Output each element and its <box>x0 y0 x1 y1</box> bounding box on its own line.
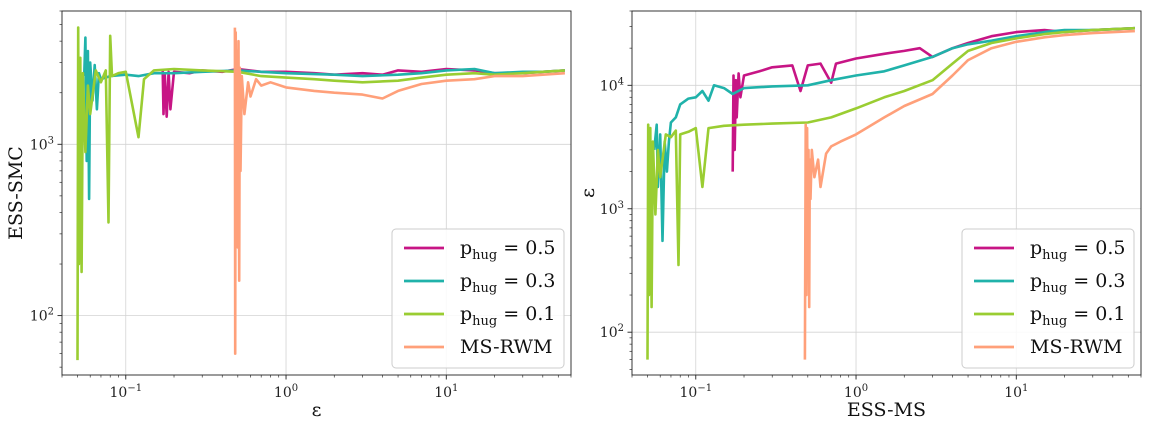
legend-box <box>391 228 565 369</box>
y-tick-label: 103 <box>600 200 624 218</box>
x-tick-label: 101 <box>434 383 458 401</box>
series-line-4 <box>233 27 565 355</box>
y-axis-label: ε <box>577 188 599 198</box>
axes-frame <box>61 10 572 376</box>
legend-entry-4: MS-RWM <box>1030 336 1122 358</box>
legend-entry-2: phug = 0.3 <box>1030 270 1125 296</box>
axes-frame <box>631 10 1142 376</box>
y-tick-label: 102 <box>30 307 54 325</box>
y-tick-label: 104 <box>600 76 624 94</box>
y-tick-label: 102 <box>600 323 624 341</box>
legend-entry-2: phug = 0.3 <box>460 270 555 296</box>
x-axis-label: ε <box>312 399 322 421</box>
series-group <box>76 26 565 361</box>
x-tick-label: 10−1 <box>109 383 142 401</box>
x-tick-label: 101 <box>1004 383 1028 401</box>
legend-box <box>961 228 1135 369</box>
series-line-3 <box>76 26 565 361</box>
series-group <box>646 26 1135 360</box>
series-line-3 <box>646 26 1135 360</box>
series-line-2 <box>652 26 1135 243</box>
x-tick-label: 100 <box>274 383 298 401</box>
x-tick-label: 100 <box>844 383 868 401</box>
x-axis-label: ESS-MS <box>847 399 926 421</box>
y-axis-label: ESS-SMC <box>5 146 27 240</box>
legend: phug = 0.5 phug = 0.3 phug = 0.1 MS-RWM <box>391 228 565 369</box>
series-line-2 <box>82 36 565 201</box>
series-line-1 <box>161 67 565 118</box>
series-line-1 <box>731 26 1135 172</box>
legend: phug = 0.5 phug = 0.3 phug = 0.1 MS-RWM <box>961 228 1135 369</box>
legend-entry-3: phug = 0.1 <box>460 303 555 329</box>
x-tick-label: 10−1 <box>679 383 712 401</box>
series-line-4 <box>803 29 1135 360</box>
legend-entry-1: phug = 0.5 <box>1030 237 1125 263</box>
legend-entry-3: phug = 0.1 <box>1030 303 1125 329</box>
legend-entry-1: phug = 0.5 <box>460 237 555 263</box>
y-tick-label: 103 <box>30 135 54 153</box>
legend-entry-4: MS-RWM <box>460 336 552 358</box>
